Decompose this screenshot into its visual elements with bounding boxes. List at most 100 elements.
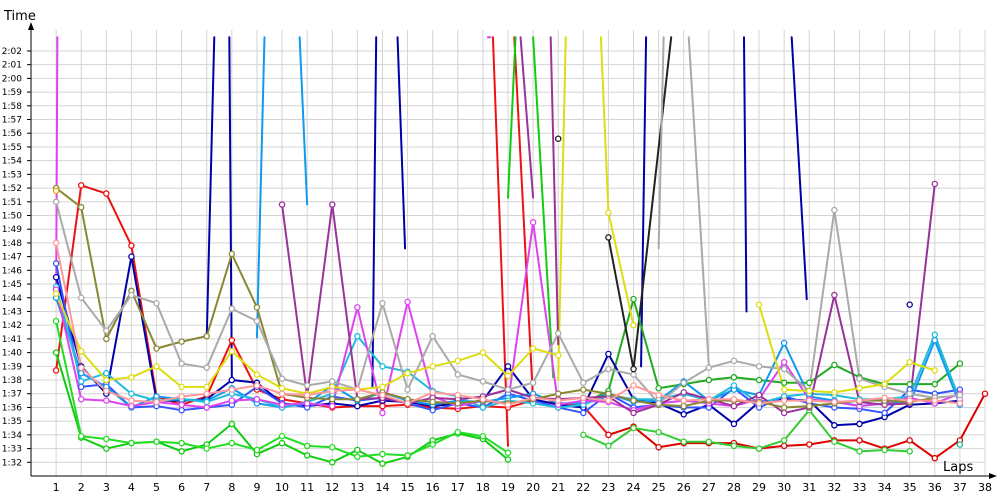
data-point: [178, 360, 185, 367]
x-tick-label: 10: [275, 481, 289, 494]
data-point: [329, 387, 336, 395]
data-point: [203, 332, 210, 340]
data-point: [354, 386, 361, 393]
x-tick-label: 17: [451, 481, 465, 494]
data-point: [203, 364, 210, 371]
data-point: [755, 376, 763, 384]
data-point: [630, 321, 637, 329]
data-point: [178, 406, 185, 414]
data-point: [329, 402, 336, 410]
data-point: [730, 420, 738, 428]
data-point: [730, 382, 738, 389]
y-tick-label: 1:44: [2, 294, 22, 304]
data-point: [354, 304, 361, 311]
data-point: [52, 317, 60, 325]
series-lines: [55, 36, 986, 465]
data-point: [454, 391, 462, 399]
data-point: [931, 367, 939, 374]
series-spike: [507, 36, 517, 199]
data-point: [253, 371, 261, 378]
data-point: [680, 389, 687, 396]
data-point: [831, 206, 838, 214]
data-point: [580, 409, 587, 417]
series-spike: [549, 36, 560, 346]
data-point: [655, 391, 662, 399]
data-point: [856, 420, 863, 428]
data-point: [730, 442, 738, 450]
data-point: [780, 339, 788, 347]
data-point: [253, 395, 261, 403]
x-axis-arrow: [989, 473, 997, 479]
data-point: [128, 374, 135, 381]
y-tick-label: 1:39: [2, 362, 22, 372]
data-point: [479, 404, 487, 411]
x-tick-label: 24: [627, 481, 641, 494]
series-spike: [687, 36, 710, 368]
x-tick-label: 18: [476, 481, 490, 494]
data-point: [203, 445, 210, 452]
data-point: [780, 386, 788, 393]
data-point: [956, 400, 964, 407]
data-point: [655, 428, 662, 436]
data-point: [329, 201, 336, 208]
data-point: [680, 438, 687, 445]
data-point: [429, 398, 436, 406]
x-tick-label: 11: [300, 481, 314, 494]
data-point: [931, 397, 939, 404]
data-point: [831, 291, 838, 299]
y-tick-label: 1:46: [2, 266, 22, 276]
data-point: [52, 349, 60, 356]
series-spike: [632, 36, 673, 371]
data-point: [881, 409, 888, 417]
data-point: [278, 385, 286, 392]
axes: [27, 22, 997, 479]
data-point: [52, 198, 60, 206]
data-point: [379, 383, 386, 391]
data-point: [52, 187, 60, 195]
x-tick-label: 35: [903, 481, 917, 494]
data-point: [278, 201, 286, 208]
y-tick-label: 1:51: [2, 198, 22, 208]
x-tick-label: 3: [103, 481, 110, 494]
y-tick-label: 1:41: [2, 335, 22, 345]
x-tick-label: 6: [178, 481, 185, 494]
data-point: [153, 345, 160, 352]
series-spike: [396, 36, 407, 250]
data-point: [755, 363, 763, 370]
data-point: [630, 371, 637, 378]
data-point: [881, 380, 888, 388]
series-spike: [519, 36, 535, 199]
series-spike: [55, 36, 59, 299]
data-point: [931, 337, 939, 344]
data-point: [404, 369, 411, 377]
data-point: [329, 443, 336, 451]
x-tick-label: 2: [78, 481, 85, 494]
data-point: [228, 439, 236, 447]
series-spike: [532, 36, 555, 379]
y-tick-label: 1:40: [2, 349, 22, 359]
data-point: [228, 337, 236, 344]
data-point: [303, 452, 311, 459]
data-point: [504, 372, 512, 380]
y-tick-label: 2:00: [2, 74, 22, 84]
data-point: [253, 304, 261, 311]
data-point: [605, 442, 612, 450]
data-point: [705, 395, 713, 403]
data-point: [780, 365, 788, 373]
data-point: [404, 298, 411, 306]
y-tick-label: 1:53: [2, 170, 22, 180]
data-point: [103, 369, 110, 377]
data-point: [379, 391, 386, 399]
series-spike: [742, 36, 748, 313]
data-point: [354, 446, 361, 454]
data-point: [630, 295, 637, 303]
x-tick-label: 36: [928, 481, 942, 494]
data-point: [228, 250, 236, 258]
data-point: [77, 182, 85, 189]
series-spike: [228, 36, 233, 379]
data-point: [605, 209, 612, 217]
data-point: [605, 350, 612, 358]
data-point: [856, 385, 863, 392]
series-points: [52, 135, 989, 467]
